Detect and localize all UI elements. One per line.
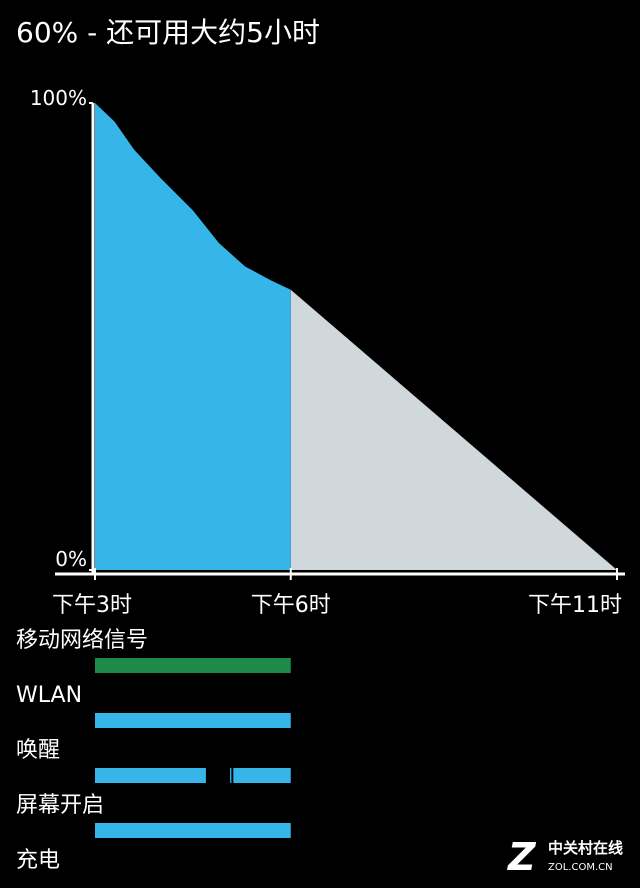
x-tick-label: 下午11时: [528, 593, 622, 618]
battery-area: [95, 103, 291, 570]
y-tick-label: 0%: [55, 547, 87, 571]
watermark-url: ZOL.COM.CN: [548, 862, 613, 873]
y-tick-label: 100%: [30, 86, 87, 110]
activity-label: 移动网络信号: [16, 628, 148, 653]
prediction-area: [290, 289, 617, 570]
activity-label: 屏幕开启: [16, 793, 104, 818]
activity-bar: [233, 768, 291, 783]
activity-label: 唤醒: [16, 738, 60, 763]
activity-bar: [95, 658, 291, 673]
x-tick-label: 下午3时: [52, 593, 132, 618]
x-tick-label: 下午6时: [251, 593, 331, 618]
title: 60% - 还可用大约5小时: [16, 16, 320, 49]
activity-bar: [230, 768, 232, 783]
watermark-logo: Z: [507, 835, 537, 879]
watermark-name: 中关村在线: [548, 839, 623, 857]
activity-label: 充电: [16, 848, 60, 873]
activity-bar: [95, 768, 206, 783]
activity-bar: [95, 713, 291, 728]
activity-label: WLAN: [16, 683, 82, 708]
activity-bar: [95, 823, 291, 838]
